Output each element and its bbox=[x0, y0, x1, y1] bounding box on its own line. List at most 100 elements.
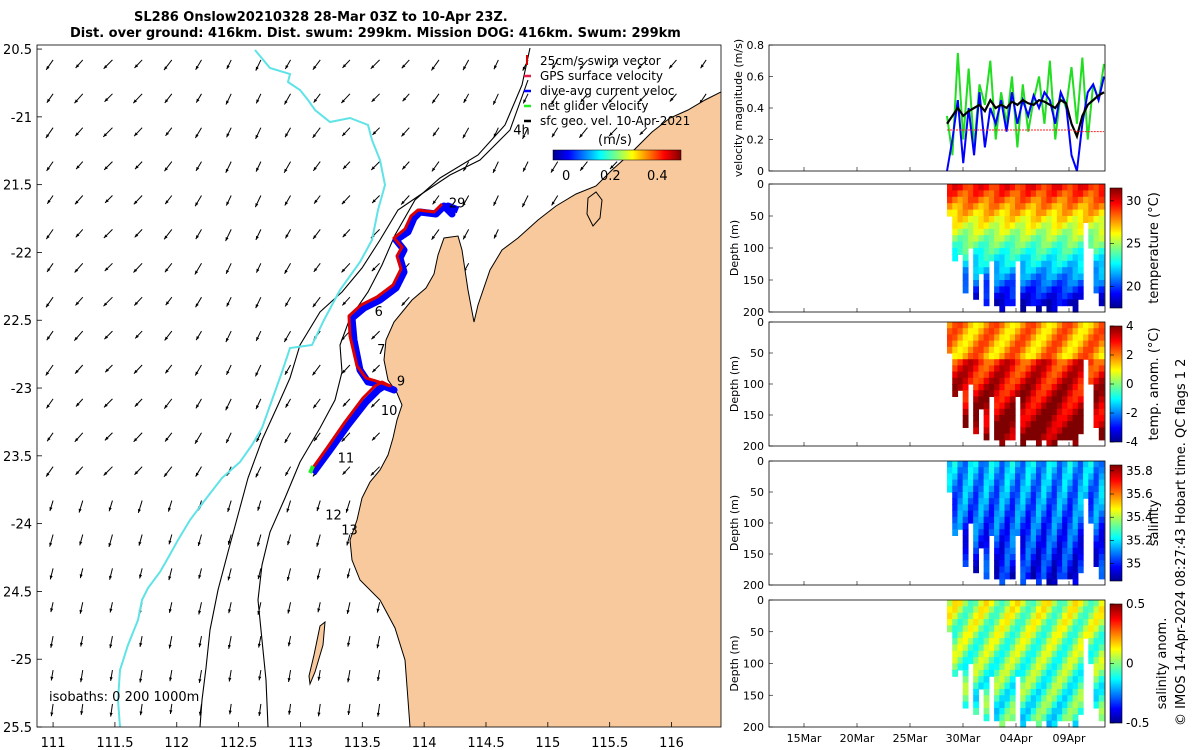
speed-colorbar-label: (m/s) bbox=[598, 133, 632, 148]
velocity-vector bbox=[132, 93, 143, 104]
heatmap-cells-3 bbox=[947, 461, 1105, 586]
velocity-vector bbox=[75, 398, 84, 407]
velocity-vector bbox=[283, 93, 291, 105]
velocity-vector bbox=[225, 330, 232, 343]
velocity-vector bbox=[225, 398, 232, 411]
velocity-vector bbox=[139, 703, 143, 716]
speed-colorbar-tick-2: 0.4 bbox=[647, 169, 668, 184]
velocity-vector bbox=[371, 195, 380, 204]
map-lat-tick-2: 21.5 bbox=[3, 179, 32, 194]
velocity-vector bbox=[342, 229, 351, 238]
panel-4-ytick-4: 200 bbox=[743, 721, 764, 734]
velocity-vector bbox=[102, 127, 113, 138]
colorbar-2-tick-4: 4 bbox=[1126, 319, 1134, 333]
velocity-vector bbox=[45, 466, 54, 477]
velocity-vector bbox=[225, 229, 232, 242]
time-tick-2: 25Mar bbox=[893, 732, 928, 745]
velocity-vector bbox=[431, 229, 440, 240]
panel-4-ytick-1: 50 bbox=[750, 626, 764, 639]
velocity-vector bbox=[75, 161, 84, 170]
colorbar-4-tick-0: -0.5 bbox=[1126, 716, 1149, 730]
velocity-vector bbox=[103, 466, 113, 476]
velocity-vector bbox=[73, 330, 84, 341]
colorbar-1-tick-1: 25 bbox=[1126, 237, 1141, 251]
velocity-vector bbox=[225, 432, 232, 444]
velocity-vector bbox=[346, 568, 351, 579]
velocity-vector bbox=[163, 398, 173, 409]
velocity-vector bbox=[49, 636, 54, 648]
time-tick-5: 09Apr bbox=[1052, 732, 1086, 745]
velocity-vector bbox=[285, 398, 291, 408]
panel-2-ytick-0: 0 bbox=[757, 316, 764, 329]
velocity-vector bbox=[226, 296, 232, 307]
velocity-vector bbox=[550, 161, 559, 173]
velocity-vector bbox=[284, 263, 291, 274]
velocity-vector bbox=[255, 59, 262, 71]
velocity-vector bbox=[346, 602, 351, 614]
velocity-vector bbox=[431, 161, 440, 172]
velocity-vector bbox=[376, 636, 381, 649]
velocity-vector bbox=[169, 669, 173, 682]
velocity-vector bbox=[168, 602, 173, 613]
velocity-vector bbox=[134, 59, 143, 69]
velocity-vector bbox=[195, 330, 202, 341]
velocity-vector bbox=[228, 669, 232, 682]
velocity-vector bbox=[75, 59, 84, 69]
velocity-vector bbox=[283, 161, 291, 173]
velocity-vector bbox=[255, 296, 262, 309]
geostrophic-velocity-vectors bbox=[45, 59, 707, 717]
velocity-vector bbox=[313, 432, 321, 442]
legend-entry-3: net glider velocity bbox=[524, 99, 648, 113]
colorbar-3-label: salinity bbox=[1147, 499, 1162, 546]
velocity-vector bbox=[198, 636, 202, 648]
velocity-vector bbox=[104, 432, 113, 441]
velocity-vector bbox=[195, 229, 202, 240]
velocity-vector bbox=[376, 669, 381, 682]
velocity-vector bbox=[345, 500, 351, 513]
velocity-vector bbox=[312, 127, 321, 139]
velocity-vector bbox=[551, 195, 559, 206]
velocity-vector bbox=[341, 296, 351, 306]
legend-entry-0: 25cm/s swim vector bbox=[526, 54, 661, 68]
title-line-2: Dist. over ground: 416km. Dist. swum: 29… bbox=[70, 26, 681, 41]
velocity-vector bbox=[195, 466, 202, 477]
panel-2-ytick-1: 50 bbox=[750, 347, 764, 360]
velocity-vector bbox=[198, 669, 202, 683]
velocity-vector bbox=[609, 161, 618, 170]
velocity-vector bbox=[164, 262, 173, 273]
map-lat-tick-8: 24.5 bbox=[3, 585, 32, 600]
velocity-vector bbox=[164, 330, 173, 341]
panel-4: -0.5 0 0.5 salinity anom. 0 50 100 150 200 Depth … bbox=[728, 594, 1170, 734]
velocity-vector bbox=[167, 500, 173, 512]
velocity-vector bbox=[45, 229, 54, 240]
velocity-vector bbox=[371, 364, 380, 373]
map-lat-tick-5: -23 bbox=[11, 382, 32, 397]
velocity-vector bbox=[521, 195, 529, 208]
velocity-vector bbox=[492, 161, 499, 174]
speed-colorbar: (m/s) 0 0.2 0.4 bbox=[552, 133, 682, 184]
glider-track-swim-vector bbox=[308, 202, 444, 473]
velocity-vector bbox=[551, 59, 559, 70]
velocity-vector bbox=[169, 703, 173, 714]
velocity-vector bbox=[312, 161, 321, 172]
heatmap-cells-4 bbox=[947, 600, 1105, 728]
velocity-vector bbox=[133, 364, 143, 374]
velocity-vector bbox=[312, 229, 321, 240]
velocity-vector bbox=[225, 195, 232, 206]
track-day-label-3: 7 bbox=[377, 343, 385, 358]
panel-4-ytick-0: 0 bbox=[757, 594, 764, 607]
velocity-vector bbox=[578, 127, 588, 139]
velocity-vector bbox=[195, 398, 202, 409]
panel-1: 20 25 30 temperature (°C) 0 50 100 150 200 Depth … bbox=[728, 178, 1162, 319]
velocity-vector bbox=[139, 669, 143, 683]
panel-3: 35 35.2 35.4 35.6 35.8 salinity 0 50 100 150 200 De… bbox=[728, 455, 1162, 592]
velocity-vector bbox=[493, 229, 499, 239]
time-tick-4: 04Apr bbox=[999, 732, 1033, 745]
velocity-vector bbox=[227, 500, 232, 513]
velocity-vector bbox=[287, 636, 292, 647]
velocity-vector bbox=[340, 93, 351, 104]
velocity-vector bbox=[164, 93, 173, 104]
heatmap-cells-2 bbox=[947, 322, 1105, 447]
velocity-vector bbox=[133, 432, 143, 443]
